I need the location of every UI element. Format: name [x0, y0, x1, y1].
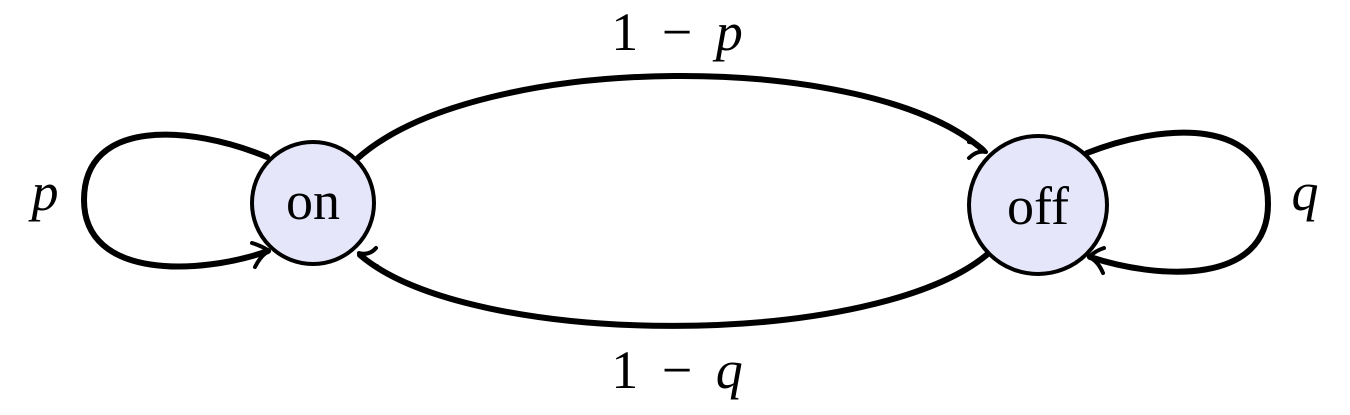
transition-operator-off-to-on: − [662, 340, 692, 400]
state-node-off [967, 134, 1109, 276]
self-loop-label-on: p [28, 162, 59, 222]
state-node-on [250, 140, 376, 266]
arrowhead-self-loop-off [1087, 246, 1106, 275]
transition-number-on-to-off: 1 [611, 2, 638, 62]
transition-label-on-to-off: 1 − p [611, 2, 742, 62]
transition-label-off-to-on: 1 − q [611, 340, 742, 400]
self-loop-label-off: q [1292, 162, 1319, 222]
edge-off-to-on [357, 249, 993, 329]
state-label-off: off [1007, 176, 1069, 236]
self-loop-on [80, 131, 271, 270]
transition-var-on-to-off: p [712, 2, 743, 62]
arrowhead-off-to-on [357, 246, 379, 268]
arrowhead-on-to-off [967, 140, 988, 160]
transition-number-off-to-on: 1 [611, 340, 638, 400]
edge-on-to-off [355, 72, 986, 161]
arrowhead-self-loop-on [250, 241, 271, 269]
state-label-on: on [286, 171, 340, 231]
transition-var-off-to-on: q [716, 340, 743, 400]
transition-operator-on-to-off: − [662, 2, 692, 62]
self-loop-off [1084, 129, 1272, 275]
